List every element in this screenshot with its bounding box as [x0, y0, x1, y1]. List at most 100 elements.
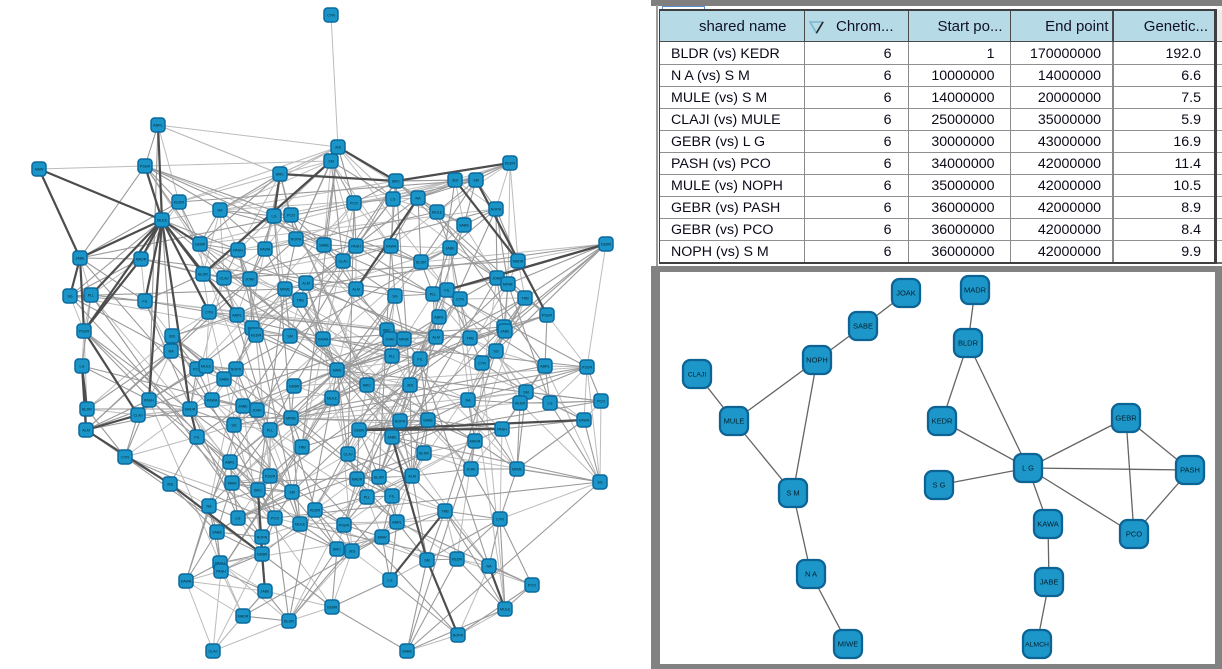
svg-text:BRC: BRC — [392, 180, 400, 184]
svg-text:PLL: PLL — [430, 293, 437, 297]
svg-text:KEDR: KEDR — [310, 509, 321, 513]
svg-text:SABE: SABE — [212, 531, 222, 535]
svg-text:GEBR: GEBR — [289, 385, 300, 389]
svg-text:GEBR: GEBR — [195, 243, 206, 247]
svg-text:SG: SG — [493, 350, 498, 354]
svg-text:SG: SG — [392, 295, 397, 299]
svg-text:LG: LG — [272, 215, 277, 219]
svg-text:MADR: MADR — [513, 260, 524, 264]
svg-text:KAWA: KAWA — [1037, 520, 1059, 529]
svg-text:MIWE: MIWE — [512, 468, 523, 472]
svg-text:SG: SG — [231, 424, 236, 428]
svg-text:ALM: ALM — [82, 429, 90, 433]
svg-text:NOPH: NOPH — [491, 208, 502, 212]
svg-text:JES: JES — [349, 550, 356, 554]
svg-text:NOPH: NOPH — [453, 634, 464, 638]
svg-text:NA: NA — [168, 350, 174, 354]
svg-text:KEDR: KEDR — [452, 558, 463, 562]
svg-text:FIL: FIL — [417, 358, 422, 362]
svg-text:PASH: PASH — [1180, 466, 1200, 475]
svg-text:JABE: JABE — [387, 436, 397, 440]
svg-text:CLAJ: CLAJ — [343, 453, 352, 457]
svg-text:ABRL: ABRL — [434, 316, 444, 320]
svg-text:JOAK: JOAK — [492, 277, 502, 281]
svg-text:MIWE: MIWE — [399, 338, 410, 342]
svg-text:JES: JES — [167, 483, 174, 487]
svg-text:ALM: ALM — [432, 336, 440, 340]
svg-text:SABE: SABE — [219, 378, 229, 382]
svg-text:PLL: PLL — [389, 355, 396, 359]
svg-text:SABE: SABE — [402, 650, 412, 654]
svg-text:TRB: TRB — [466, 337, 474, 341]
svg-text:JABE: JABE — [500, 330, 510, 334]
svg-text:MADR: MADR — [238, 615, 249, 619]
svg-text:CYN: CYN — [327, 14, 335, 18]
svg-text:JOAK: JOAK — [466, 468, 476, 472]
svg-text:PSUR: PSUR — [582, 366, 593, 370]
svg-text:CYN: CYN — [121, 456, 129, 460]
svg-text:MULE: MULE — [295, 523, 306, 527]
svg-text:TRB: TRB — [298, 446, 306, 450]
svg-text:MULE: MULE — [724, 417, 745, 426]
svg-text:L G: L G — [1022, 464, 1034, 473]
svg-text:BRC: BRC — [276, 173, 284, 177]
svg-text:MIWE: MIWE — [838, 640, 858, 649]
svg-text:ALM: ALM — [302, 282, 310, 286]
svg-text:KAWA: KAWA — [181, 580, 192, 584]
svg-text:PASH: PASH — [216, 570, 226, 574]
svg-text:GEBR: GEBR — [257, 553, 268, 557]
svg-text:PASH: PASH — [351, 245, 361, 249]
svg-text:NA: NA — [217, 209, 223, 213]
svg-text:JES: JES — [335, 146, 342, 150]
svg-text:ABRL: ABRL — [225, 461, 235, 465]
svg-text:NOPH: NOPH — [257, 536, 268, 540]
svg-text:MAW: MAW — [333, 369, 342, 373]
svg-text:PCO: PCO — [350, 202, 358, 206]
svg-text:PCO: PCO — [271, 517, 279, 521]
svg-text:NOPH: NOPH — [806, 356, 828, 365]
svg-text:PSUR: PSUR — [140, 165, 151, 169]
svg-text:NA: NA — [206, 505, 212, 509]
svg-text:PCO: PCO — [1126, 530, 1142, 539]
svg-text:NOPH: NOPH — [395, 420, 406, 424]
svg-text:ALM: ALM — [408, 475, 416, 479]
svg-text:PSUR: PSUR — [265, 475, 276, 479]
svg-text:NA: NA — [415, 197, 421, 201]
svg-text:KAWA: KAWA — [260, 248, 271, 252]
svg-text:BRC: BRC — [333, 548, 341, 552]
svg-text:JABE: JABE — [1040, 578, 1059, 587]
svg-text:MIWE: MIWE — [286, 417, 297, 421]
svg-text:CLAJ: CLAJ — [219, 277, 228, 281]
svg-text:FIL: FIL — [194, 436, 199, 440]
svg-text:MADR: MADR — [470, 440, 481, 444]
svg-text:PSUR: PSUR — [542, 314, 553, 318]
svg-text:GEBR: GEBR — [327, 606, 338, 610]
svg-text:MIWE: MIWE — [280, 288, 291, 292]
svg-text:CYN: CYN — [456, 298, 464, 302]
svg-text:N A: N A — [805, 570, 817, 579]
svg-text:KEDR: KEDR — [174, 201, 185, 205]
svg-text:CLAJI: CLAJI — [688, 372, 707, 379]
svg-text:PLL: PLL — [267, 429, 274, 433]
svg-text:TRB: TRB — [296, 299, 304, 303]
svg-text:PASH: PASH — [233, 249, 243, 253]
svg-text:JES: JES — [169, 335, 176, 339]
svg-text:MULE: MULE — [327, 397, 338, 401]
svg-text:BRC: BRC — [254, 489, 262, 493]
svg-text:PLL: PLL — [88, 294, 95, 298]
svg-text:LG: LG — [236, 517, 241, 521]
svg-text:PSUR: PSUR — [79, 330, 90, 334]
svg-text:KEDR: KEDR — [515, 402, 526, 406]
svg-text:MAW: MAW — [378, 536, 387, 540]
svg-text:SABE: SABE — [423, 419, 433, 423]
svg-text:MADR: MADR — [136, 258, 147, 262]
svg-text:ABRL: ABRL — [232, 314, 242, 318]
svg-text:S G: S G — [933, 481, 946, 490]
svg-text:SG: SG — [67, 295, 72, 299]
svg-text:KAWA: KAWA — [207, 399, 218, 403]
svg-text:NA: NA — [465, 399, 471, 403]
svg-text:MULE: MULE — [500, 608, 511, 612]
svg-text:CLAJ: CLAJ — [338, 260, 347, 264]
svg-text:BRC: BRC — [383, 329, 391, 333]
svg-text:BLDR: BLDR — [82, 408, 92, 412]
